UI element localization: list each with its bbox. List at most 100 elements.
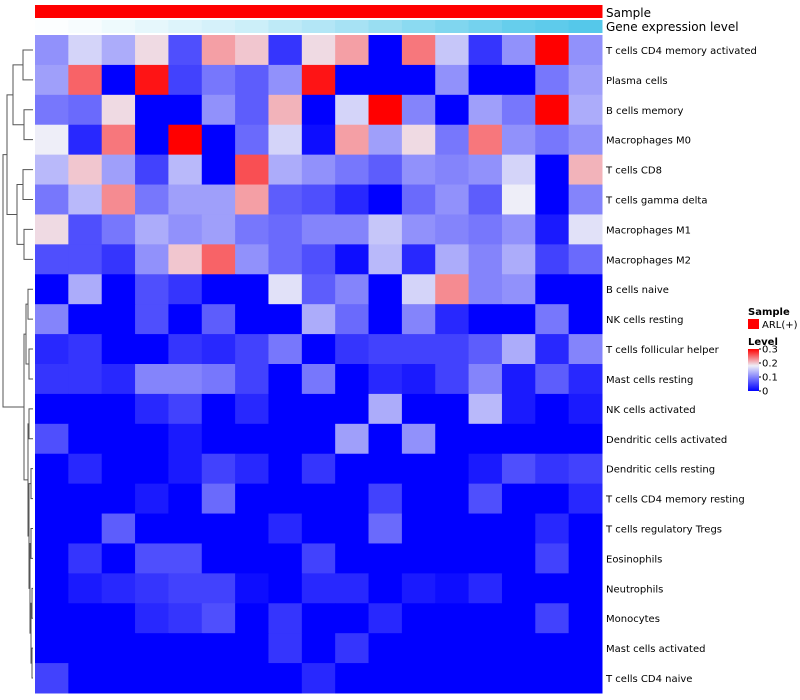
heatmap-cell (368, 633, 403, 664)
heatmap-cell (501, 35, 536, 66)
heatmap-cell (135, 304, 169, 335)
heatmap-cell (401, 124, 436, 156)
legend-tick-label: 0.3 (762, 345, 778, 356)
heatmap-cell (301, 35, 336, 66)
heatmap-cell (401, 513, 436, 544)
heatmap-cell (301, 663, 336, 694)
gene-expression-annotation-cell (501, 20, 536, 33)
heatmap-cell (135, 483, 169, 515)
row-label: T cells CD4 memory resting (605, 495, 745, 506)
heatmap-cell (35, 154, 69, 186)
legend-level-ticks: 0.3 0.2 0.1 0 (759, 345, 778, 398)
legend-tick-label: 0 (762, 387, 768, 398)
legend-sample-title: Sample (748, 307, 790, 318)
heatmap-cell (435, 603, 470, 634)
heatmap-cell (335, 244, 370, 275)
heatmap-cell (135, 543, 169, 574)
heatmap-cell (268, 603, 303, 634)
heatmap-cell (301, 423, 336, 455)
legend: Sample ARL(+) Level 0.3 0.2 0.1 0 (748, 307, 798, 398)
gene-expression-annotation-cell (535, 20, 570, 33)
heatmap-cell (568, 603, 603, 634)
heatmap-cells (35, 35, 603, 694)
heatmap-cell (135, 244, 169, 275)
heatmap-cell (535, 453, 570, 485)
heatmap-cell (368, 304, 403, 335)
heatmap-cell (235, 334, 269, 365)
heatmap-cell (168, 64, 203, 96)
heatmap-cell (35, 64, 69, 96)
heatmap-cell (535, 304, 570, 335)
dendrogram-branch (22, 169, 33, 200)
heatmap-cell (535, 663, 570, 694)
sample-annotation-cell (168, 5, 203, 18)
dendrogram-branch (27, 288, 33, 320)
heatmap-cell (368, 35, 403, 66)
heatmap-cell (401, 64, 436, 96)
heatmap-cell (268, 154, 303, 186)
heatmap-cell (201, 184, 236, 215)
heatmap-cell (201, 364, 236, 395)
heatmap-cell (35, 633, 69, 664)
heatmap-cell (201, 423, 236, 455)
heatmap-cell (568, 453, 603, 485)
row-label: NK cells activated (606, 405, 696, 416)
heatmap-cell (268, 274, 303, 305)
row-label: Mast cells resting (606, 375, 693, 386)
heatmap-cell (235, 214, 269, 245)
heatmap-cell (368, 364, 403, 395)
heatmap-cell (435, 154, 470, 186)
heatmap-cell (335, 663, 370, 694)
annotation-bars (35, 5, 603, 33)
heatmap-cell (168, 633, 203, 664)
heatmap-cell (468, 154, 503, 186)
dendrogram-branch (2, 154, 24, 408)
heatmap-cell (468, 513, 503, 544)
heatmap-cell (268, 64, 303, 96)
heatmap-cell (501, 423, 536, 455)
heatmap-cell (401, 633, 436, 664)
heatmap-cell (68, 304, 103, 335)
heatmap-cell (101, 603, 136, 634)
heatmap-cell (168, 244, 203, 275)
heatmap-cell (201, 603, 236, 634)
heatmap-cell (468, 393, 503, 425)
heatmap-cell (301, 334, 336, 365)
heatmap-cell (335, 483, 370, 515)
row-label: Macrophages M1 (606, 225, 691, 236)
heatmap-cell (501, 513, 536, 544)
heatmap-cell (301, 154, 336, 186)
heatmap-cell (168, 543, 203, 574)
heatmap-cell (135, 334, 169, 365)
heatmap-cell (568, 154, 603, 186)
heatmap-cell (401, 274, 436, 305)
heatmap-cell (535, 184, 570, 215)
heatmap-cell (535, 513, 570, 544)
gene-expression-annotation-cell (168, 20, 203, 33)
heatmap-cell (135, 184, 169, 215)
gene-expression-annotation-cell (368, 20, 403, 33)
heatmap-cell (301, 364, 336, 395)
heatmap-cell (401, 453, 436, 485)
heatmap-cell (35, 453, 69, 485)
heatmap-cell (301, 184, 336, 215)
heatmap-cell (435, 214, 470, 245)
gene-expression-annotation-cell (35, 20, 69, 33)
heatmap-cell (235, 453, 269, 485)
heatmap-cell (535, 274, 570, 305)
heatmap-cell (135, 35, 169, 66)
heatmap-cell (168, 513, 203, 544)
heatmap-cell (201, 573, 236, 604)
gene-expression-annotation-label: Gene expression level (606, 20, 739, 34)
heatmap-cell (301, 573, 336, 604)
heatmap-cell (535, 543, 570, 574)
heatmap-cell (101, 573, 136, 604)
heatmap-cell (68, 573, 103, 604)
heatmap-cell (468, 124, 503, 156)
heatmap-cell (301, 543, 336, 574)
heatmap-cell (401, 184, 436, 215)
heatmap-cell (201, 64, 236, 96)
heatmap-cell (101, 633, 136, 664)
row-label: T cells gamma delta (605, 196, 707, 207)
heatmap-cell (101, 154, 136, 186)
